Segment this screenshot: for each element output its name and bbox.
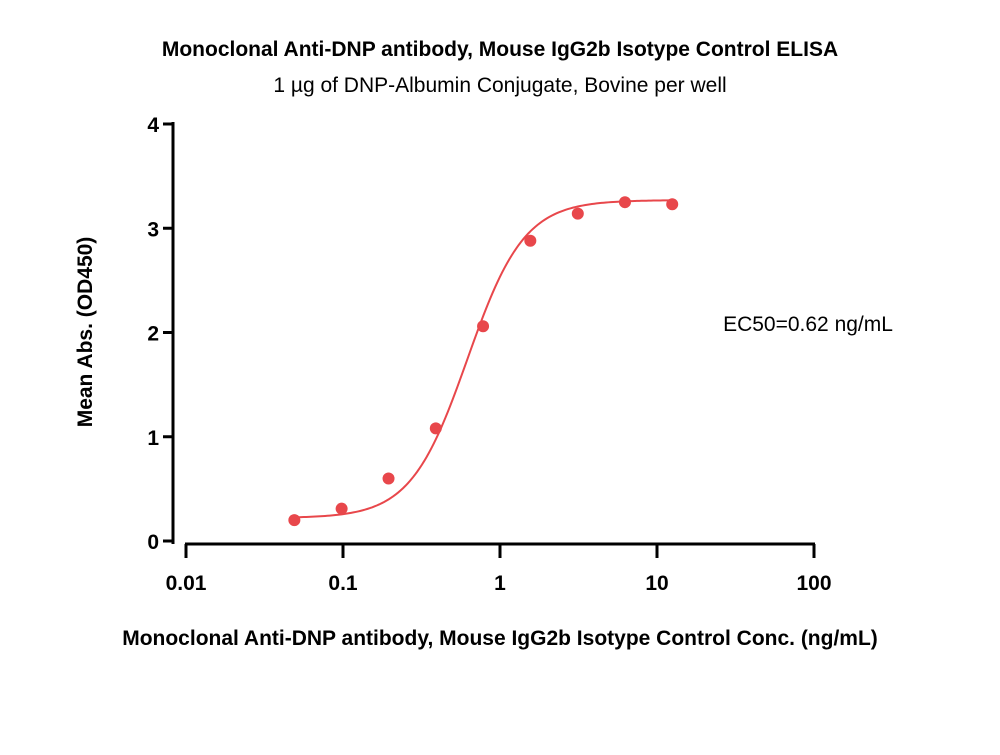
ec50-annotation: EC50=0.62 ng/mL: [723, 313, 893, 336]
data-point: [618, 196, 631, 209]
y-tick-label: 2: [147, 323, 159, 346]
x-axis-label: Monoclonal Anti-DNP antibody, Mouse IgG2…: [122, 627, 878, 650]
x-tick-label: 10: [645, 572, 668, 595]
chart-subtitle: 1 µg of DNP-Albumin Conjugate, Bovine pe…: [273, 74, 726, 97]
y-tick-label: 4: [147, 114, 159, 137]
x-tick-label: 100: [796, 572, 831, 595]
x-tick-label: 0.1: [328, 572, 358, 595]
chart-title: Monoclonal Anti-DNP antibody, Mouse IgG2…: [162, 38, 838, 61]
y-tick-label: 1: [147, 427, 159, 450]
data-point: [335, 502, 348, 515]
data-point: [477, 320, 490, 333]
y-axis-label: Mean Abs. (OD450): [74, 237, 97, 428]
data-point: [429, 422, 442, 435]
plot-area: 0 1 2 3 4 0.01 0.1 1 10 100: [147, 114, 831, 595]
data-point: [288, 514, 301, 527]
fit-curve: [294, 199, 673, 519]
data-point: [666, 198, 679, 211]
data-point: [571, 207, 584, 220]
x-tick-label: 0.01: [166, 572, 207, 595]
data-point: [382, 472, 395, 485]
y-tick-label: 3: [147, 218, 159, 241]
data-point: [524, 234, 537, 247]
x-tick-label: 1: [494, 572, 506, 595]
y-tick-label: 0: [147, 531, 159, 554]
